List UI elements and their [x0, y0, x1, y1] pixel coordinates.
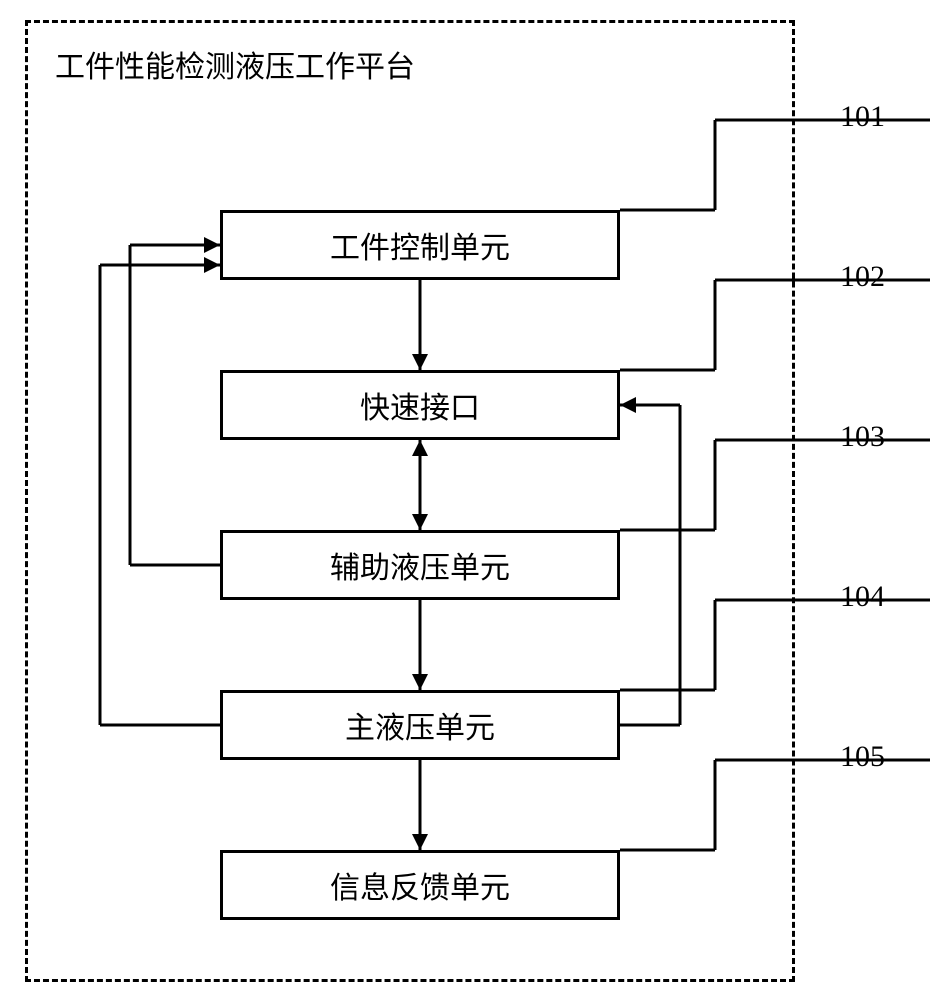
connector-layer: [0, 0, 939, 1000]
